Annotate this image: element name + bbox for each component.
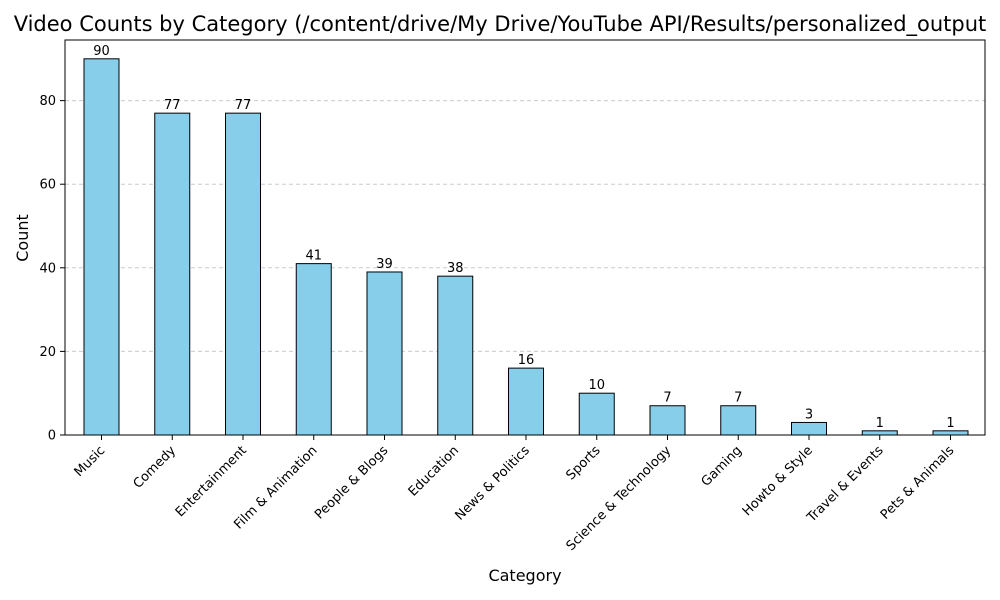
data-label-2: 77 xyxy=(235,98,252,113)
data-label-8: 7 xyxy=(663,391,671,406)
x-tick-label-0: Music xyxy=(72,443,109,480)
bar-6 xyxy=(508,367,544,436)
x-tick-label-6: News & Politics xyxy=(452,443,533,524)
x-axis-label: Category xyxy=(488,566,561,585)
bar-12 xyxy=(932,430,969,436)
x-tick-label-9: Gaming xyxy=(699,443,746,490)
y-tick-label-2: 40 xyxy=(39,261,56,276)
bar-0 xyxy=(83,58,120,436)
y-tick-label-4: 80 xyxy=(39,94,56,109)
x-tick-label-7: Sports xyxy=(563,443,603,483)
data-label-4: 39 xyxy=(376,257,393,272)
bar-11 xyxy=(861,430,898,436)
bar-5 xyxy=(437,275,474,436)
data-label-0: 90 xyxy=(93,44,110,59)
y-tick-label-1: 20 xyxy=(39,345,56,360)
x-tick-label-10: Howto & Style xyxy=(740,443,816,519)
x-tick-label-4: People & Blogs xyxy=(312,443,391,522)
data-label-1: 77 xyxy=(164,98,181,113)
bar-10 xyxy=(791,421,827,436)
data-label-9: 7 xyxy=(734,391,742,406)
grid-layer xyxy=(65,100,985,352)
data-label-5: 38 xyxy=(447,261,464,276)
bar-3 xyxy=(295,263,332,436)
x-tick-label-2: Entertainment xyxy=(173,443,250,520)
data-label-7: 10 xyxy=(588,378,605,393)
x-tick-label-12: Pets & Animals xyxy=(878,443,958,523)
y-tick-label-3: 60 xyxy=(39,178,56,193)
bar-7 xyxy=(578,392,615,436)
y-tick-label-0: 0 xyxy=(48,429,56,444)
x-tick-label-11: Travel & Events xyxy=(804,443,887,526)
data-label-11: 1 xyxy=(876,416,884,431)
x-tick-label-1: Comedy xyxy=(131,443,180,492)
data-label-3: 41 xyxy=(305,249,322,264)
bar-9 xyxy=(720,405,757,436)
bars-layer xyxy=(83,58,969,436)
bar-2 xyxy=(225,112,261,436)
bar-4 xyxy=(366,271,403,436)
data-label-6: 16 xyxy=(518,353,535,368)
chart-title: Video Counts by Category (/content/drive… xyxy=(14,12,987,37)
y-axis-label: Count xyxy=(13,214,32,262)
data-label-10: 3 xyxy=(805,407,813,422)
plot-frame xyxy=(64,39,986,436)
bar-1 xyxy=(154,112,191,436)
bar-8 xyxy=(649,405,686,436)
x-tick-label-5: Education xyxy=(406,443,462,499)
data-label-12: 1 xyxy=(946,416,954,431)
